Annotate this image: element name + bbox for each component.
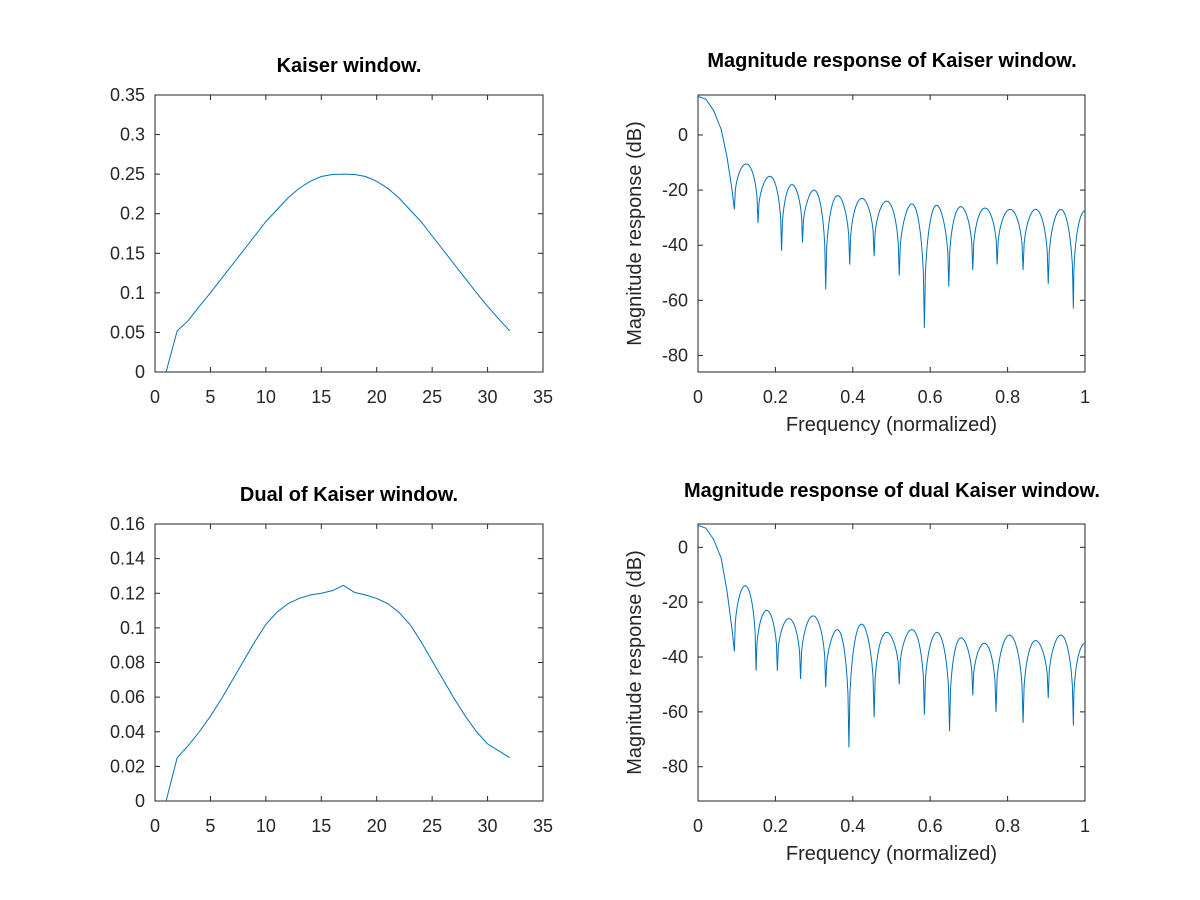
plot-area	[697, 523, 1086, 802]
x-tick-label: 0	[693, 816, 703, 836]
chart-title: Magnitude response of Kaiser window.	[707, 50, 1076, 72]
y-tick-label: -40	[662, 647, 688, 667]
y-tick-label: 0.04	[110, 722, 145, 742]
y-tick-label: -20	[662, 180, 688, 200]
x-axis-label: Frequency (normalized)	[786, 843, 997, 865]
x-tick-label: 5	[205, 387, 215, 407]
y-tick-label: -20	[662, 592, 688, 612]
y-tick-label: 0.12	[110, 583, 145, 603]
x-axis-label: Frequency (normalized)	[786, 414, 997, 436]
y-tick-label: -80	[662, 345, 688, 365]
x-tick-label: 15	[311, 387, 331, 407]
x-tick-label: 35	[533, 387, 553, 407]
y-tick-label: 0.08	[110, 653, 145, 673]
y-tick-label: 0.16	[110, 514, 145, 534]
x-tick-label: 0	[693, 387, 703, 407]
x-tick-label: 10	[256, 816, 276, 836]
plot-area	[697, 94, 1086, 373]
y-axis-label: Magnitude response (dB)	[624, 121, 646, 346]
plot-area	[154, 94, 544, 373]
x-tick-label: 30	[478, 816, 498, 836]
y-tick-label: 0	[678, 537, 688, 557]
x-tick-label: 20	[367, 387, 387, 407]
y-tick-label: -60	[662, 702, 688, 722]
y-tick-label: -60	[662, 290, 688, 310]
y-tick-label: 0.15	[110, 243, 145, 263]
y-tick-label: 0.3	[120, 125, 145, 145]
x-tick-label: 0.4	[840, 387, 865, 407]
x-tick-label: 0	[150, 387, 160, 407]
data-series-line	[165, 584, 511, 801]
y-tick-label: 0.2	[120, 204, 145, 224]
data-series-line	[165, 173, 511, 372]
x-tick-label: 25	[422, 816, 442, 836]
subplot-dual-window: 0 5 10 15 20 25 30 35 0 0.02 0.04 0.06 0.08 0.1 0.12 0.…	[110, 484, 553, 836]
y-tick-label: 0.05	[110, 322, 145, 342]
x-tick-label: 30	[478, 387, 498, 407]
y-axis-label: Magnitude response (dB)	[624, 550, 646, 775]
x-tick-label: 0.2	[763, 387, 788, 407]
y-tick-label: 0.1	[120, 283, 145, 303]
y-tick-label: 0	[135, 791, 145, 811]
y-tick-label: 0	[135, 362, 145, 382]
x-tick-label: 0	[150, 816, 160, 836]
y-tick-label: 0.02	[110, 756, 145, 776]
y-tick-label: 0	[678, 125, 688, 145]
y-tick-label: -80	[662, 757, 688, 777]
chart-title: Dual of Kaiser window.	[240, 484, 458, 506]
subplot-dual-response: 0 0.2 0.4 0.6 0.8 1 -80 -60 -40 -20 0 Magnitude res…	[624, 480, 1100, 865]
y-tick-label: 0.35	[110, 85, 145, 105]
plot-area	[154, 523, 544, 802]
x-tick-label: 0.6	[918, 816, 943, 836]
data-series-line	[698, 95, 1085, 328]
x-tick-label: 20	[367, 816, 387, 836]
y-tick-label: 0.06	[110, 687, 145, 707]
x-tick-label: 0.4	[840, 816, 865, 836]
x-tick-label: 35	[533, 816, 553, 836]
y-tick-label: 0.14	[110, 549, 145, 569]
x-tick-label: 0.2	[763, 816, 788, 836]
x-tick-label: 0.6	[918, 387, 943, 407]
data-series-line	[698, 524, 1085, 748]
subplot-kaiser-window: 0 5 10 15 20 25 30 35 0 0.05 0.1 0.15 0.2 0.25 0.3 0.35…	[110, 55, 553, 407]
y-tick-label: -40	[662, 235, 688, 255]
x-tick-label: 10	[256, 387, 276, 407]
x-tick-label: 5	[205, 816, 215, 836]
chart-title: Magnitude response of dual Kaiser window…	[684, 480, 1100, 502]
x-tick-label: 0.8	[995, 816, 1020, 836]
y-tick-label: 0.1	[120, 618, 145, 638]
y-tick-label: 0.25	[110, 164, 145, 184]
x-tick-label: 1	[1080, 387, 1090, 407]
x-tick-label: 25	[422, 387, 442, 407]
x-tick-label: 1	[1080, 816, 1090, 836]
subplot-kaiser-response: 0 0.2 0.4 0.6 0.8 1 -80 -60 -40 -20 0 Magnitude res…	[624, 50, 1090, 436]
chart-title: Kaiser window.	[277, 55, 422, 77]
x-tick-label: 15	[311, 816, 331, 836]
x-tick-label: 0.8	[995, 387, 1020, 407]
